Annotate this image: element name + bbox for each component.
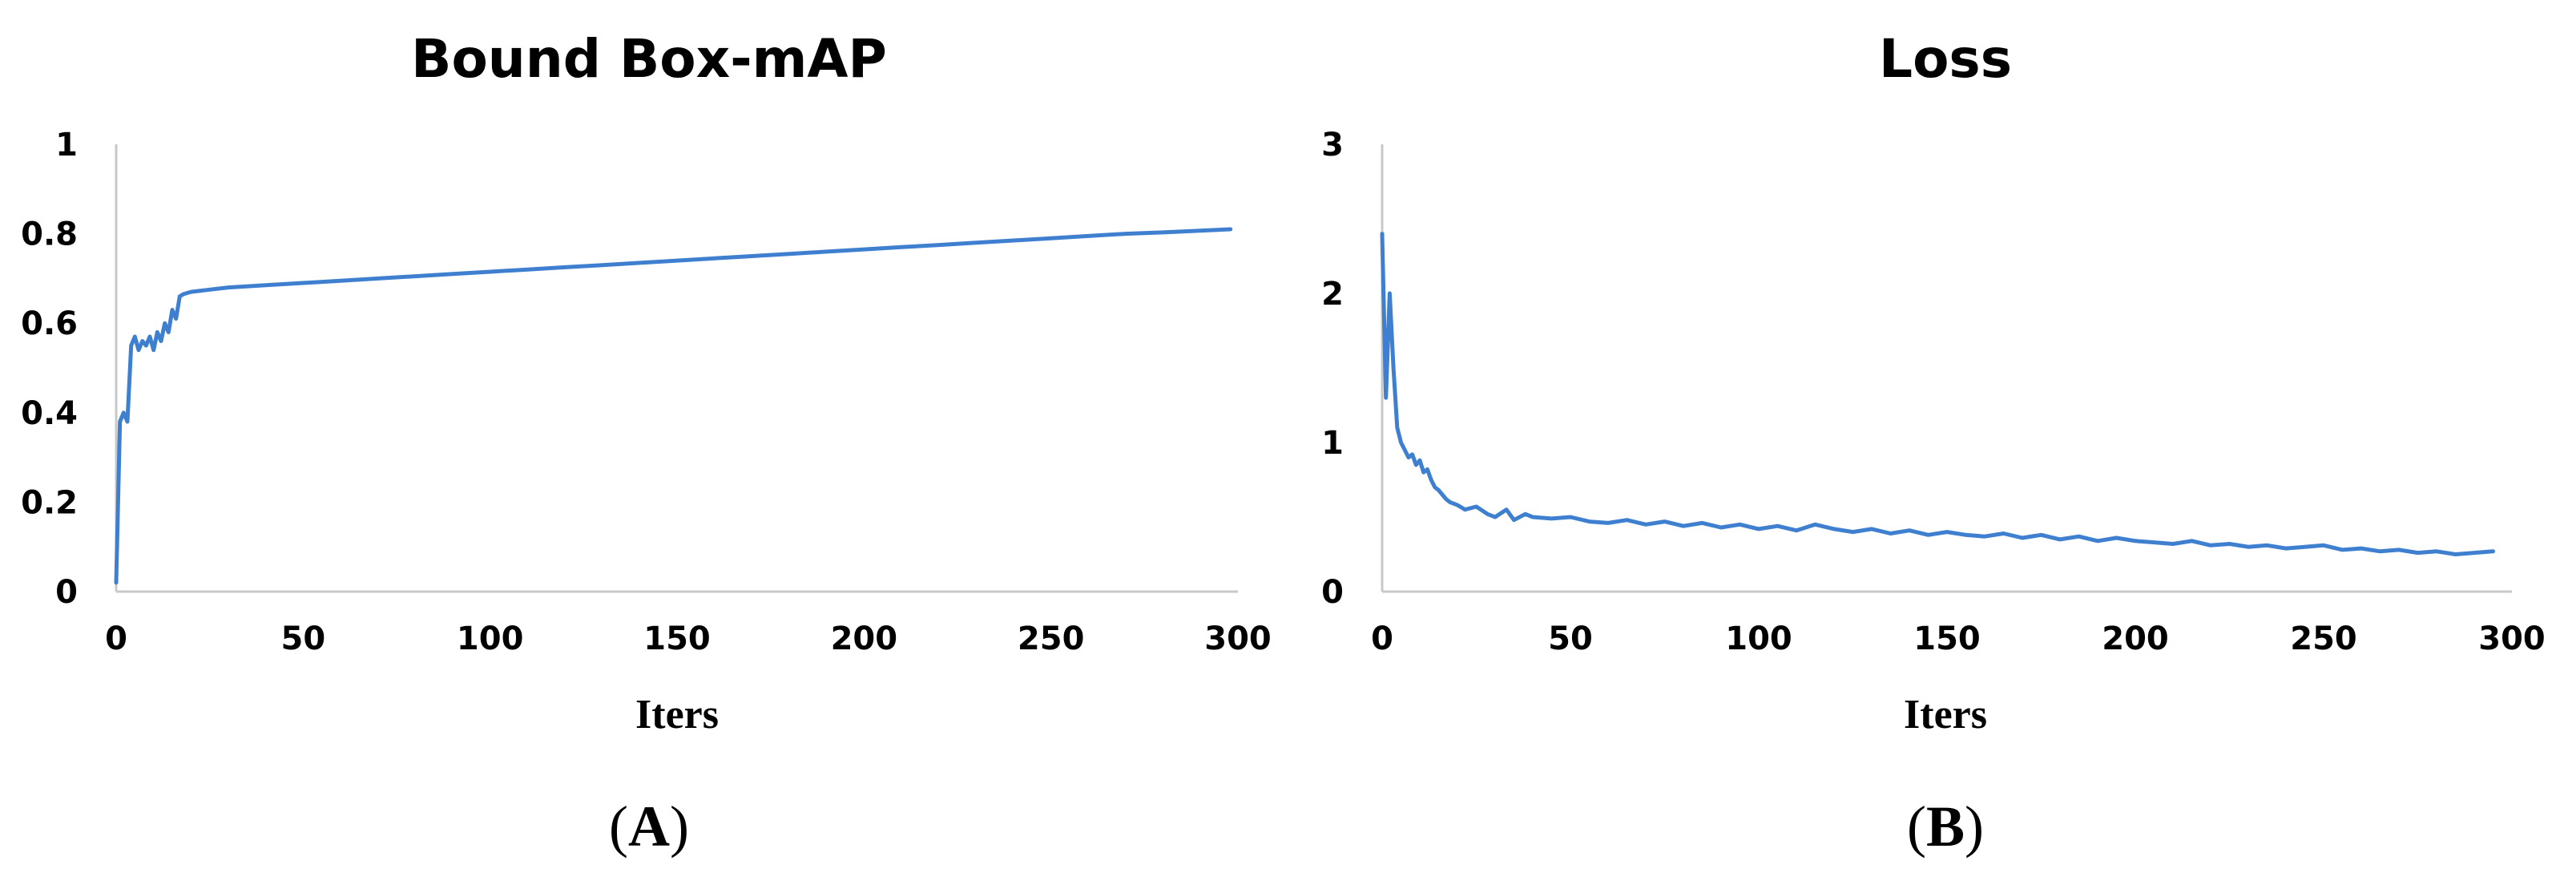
chart-b-xtick-label: 200 [2102,620,2169,657]
chart-b-series [1380,232,2495,556]
chart-a-xtick-label: 50 [280,620,325,657]
chart-b-ytick-label: 2 [1321,276,1344,313]
chart-a-title: Bound Box-mAP [411,28,887,90]
chart-b-xtick-label: 0 [1371,620,1393,657]
chart-a-ytick-label: 0.6 [21,305,78,342]
chart-a: Bound Box-mAP 0 0.2 0.4 0.6 0.8 1 0 50 100 150 20… [21,28,1272,859]
chart-a-ytick-label: 0.4 [21,395,78,432]
chart-a-xtick-label: 150 [643,620,711,657]
chart-a-xticks: 0 50 100 150 200 250 300 [105,620,1272,657]
chart-b-yticks: 0 1 2 3 [1321,127,1344,611]
chart-b-xlabel: Iters [1904,692,1987,738]
chart-b-xtick-label: 250 [2290,620,2357,657]
chart-b-xticks: 0 50 100 150 200 250 300 [1371,620,2546,657]
chart-a-ytick-label: 1 [55,127,78,164]
chart-b-xtick-label: 300 [2478,620,2546,657]
chart-b-xtick-label: 50 [1548,620,1593,657]
chart-a-xtick-label: 300 [1204,620,1272,657]
chart-a-ytick-label: 0 [55,574,78,611]
chart-a-xtick-label: 0 [105,620,127,657]
chart-b-panel-label: (B) [1907,794,1984,859]
chart-a-yticks: 0 0.2 0.4 0.6 0.8 1 [21,127,78,611]
chart-a-series [114,227,1233,585]
chart-b-ytick-label: 3 [1321,127,1344,164]
chart-a-xtick-label: 250 [1018,620,1085,657]
chart-a-axes [115,144,1238,593]
chart-b-ytick-label: 1 [1321,425,1344,462]
chart-b-xtick-label: 100 [1725,620,1792,657]
chart-a-xtick-label: 100 [457,620,524,657]
chart-a-ytick-label: 0.8 [21,216,78,253]
chart-a-xtick-label: 200 [831,620,898,657]
chart-a-xlabel: Iters [635,692,719,738]
chart-b-axes [1381,144,2512,593]
chart-b-xtick-label: 150 [1913,620,1981,657]
chart-a-ytick-label: 0.2 [21,484,78,521]
chart-b-series-line [1380,232,2495,556]
chart-b-title: Loss [1879,28,2012,90]
chart-a-series-line [114,227,1233,585]
chart-b: Loss 0 1 2 3 0 50 100 150 200 250 300 Iters (B) [1321,28,2546,859]
chart-a-panel-label: (A) [609,794,689,859]
chart-b-ytick-label: 0 [1321,574,1344,611]
